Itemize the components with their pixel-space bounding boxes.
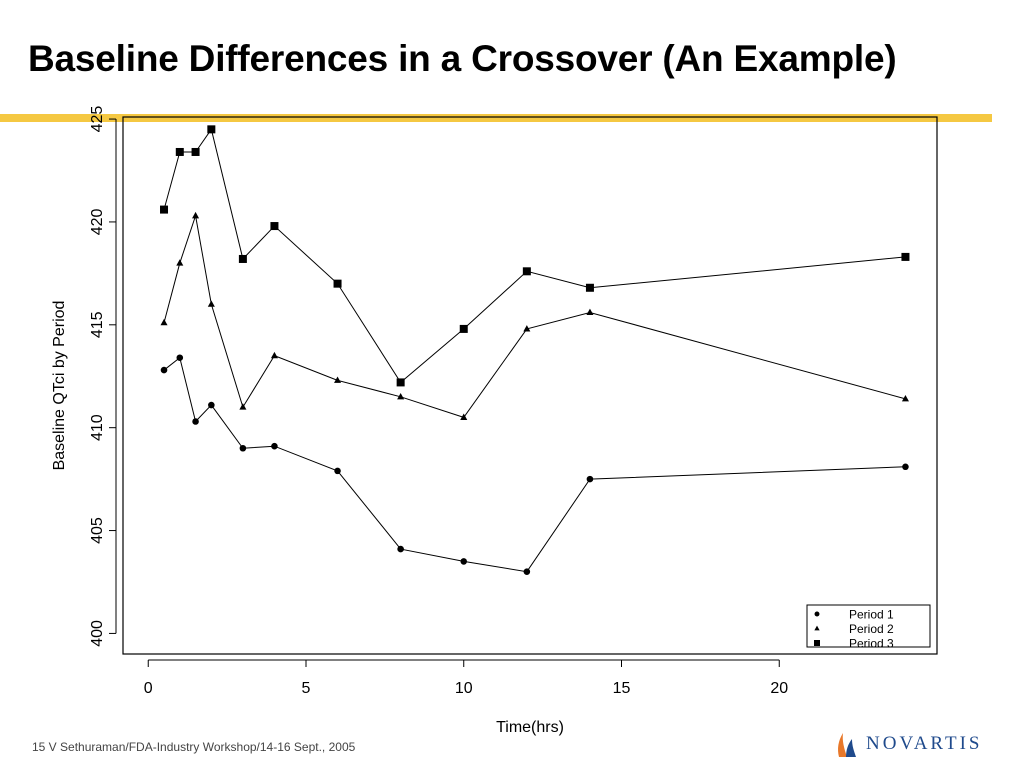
data-point-period-3 [901, 252, 910, 261]
data-point-period-2 [160, 318, 168, 326]
y-tick-label: 425 [89, 106, 106, 133]
data-point-period-2 [523, 325, 531, 332]
x-tick-label: 10 [455, 680, 473, 697]
series-line-period-1 [163, 356, 906, 573]
legend-label-period-2: Period 2 [849, 622, 894, 636]
data-point-period-3 [207, 125, 216, 134]
data-point-period-1 [902, 463, 909, 471]
x-axis-label: Time(hrs) [496, 719, 564, 736]
data-point-period-1 [160, 366, 168, 374]
title-underline [0, 114, 992, 122]
x-tick-label: 5 [302, 680, 311, 697]
legend-marker-period-3 [814, 640, 820, 646]
novartis-logo: NOVARTIS [836, 728, 996, 760]
data-point-period-2 [334, 376, 342, 383]
data-point-period-1 [523, 568, 531, 575]
data-point-period-1 [239, 444, 247, 452]
data-point-period-3 [459, 324, 468, 333]
data-point-period-3 [585, 283, 594, 292]
slide-footer: 15 V Sethuraman/FDA-Industry Workshop/14… [32, 740, 356, 754]
series-line-period-3 [163, 128, 906, 384]
data-point-period-1 [460, 558, 468, 565]
legend-marker-period-2 [814, 625, 820, 631]
x-tick-label: 15 [613, 680, 631, 697]
data-point-period-3 [270, 222, 279, 231]
data-point-period-1 [176, 354, 184, 362]
y-tick-label: 400 [89, 620, 106, 647]
slide-title: Baseline Differences in a Crossover (An … [28, 38, 897, 79]
data-point-period-1 [271, 442, 278, 450]
data-point-period-2 [207, 300, 215, 307]
legend-marker-period-1 [814, 611, 820, 617]
brand-name: NOVARTIS [866, 733, 983, 754]
x-tick-label: 20 [770, 680, 788, 697]
legend-label-period-3: Period 3 [849, 637, 894, 651]
y-tick-label: 415 [89, 311, 106, 338]
data-point-period-3 [238, 254, 247, 263]
data-point-period-2 [239, 403, 247, 410]
y-tick-label: 405 [89, 517, 106, 544]
y-axis-label: Baseline QTci by Period [51, 301, 68, 471]
novartis-flame-icon [838, 733, 856, 757]
data-point-period-3 [191, 147, 200, 156]
y-tick-label: 420 [89, 208, 106, 235]
data-point-period-2 [270, 351, 278, 359]
data-point-period-3 [522, 267, 531, 276]
legend-box [806, 604, 931, 648]
data-point-period-3 [396, 378, 405, 387]
data-point-period-2 [586, 308, 594, 316]
data-point-period-1 [397, 545, 404, 553]
data-point-period-2 [460, 413, 468, 420]
legend-label-period-1: Period 1 [849, 608, 894, 622]
y-tick-label: 410 [89, 414, 106, 441]
data-point-period-1 [586, 475, 594, 483]
data-point-period-2 [176, 259, 184, 266]
plot-frame [122, 116, 938, 655]
data-point-period-1 [334, 467, 341, 475]
data-point-period-2 [901, 395, 909, 402]
data-point-period-1 [192, 418, 199, 425]
x-tick-label: 0 [144, 680, 153, 697]
data-point-period-2 [397, 392, 405, 400]
data-point-period-3 [160, 205, 169, 214]
series-line-period-2 [163, 215, 906, 418]
data-point-period-1 [208, 401, 215, 409]
data-point-period-3 [175, 147, 184, 156]
data-point-period-3 [333, 279, 342, 288]
data-point-period-2 [192, 211, 200, 219]
